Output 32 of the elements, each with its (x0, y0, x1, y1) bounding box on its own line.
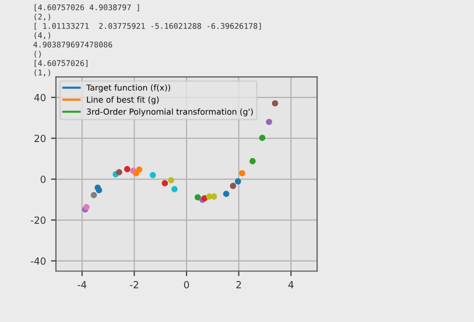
point (223, 190, 230, 197)
legend-label: Target function (f(x)) (86, 84, 170, 92)
point (124, 166, 130, 172)
x-tick-label: 4 (288, 281, 294, 288)
point (194, 194, 201, 200)
point (116, 169, 122, 176)
point (136, 166, 142, 173)
point (234, 178, 242, 185)
point (210, 193, 218, 200)
y-tick-label: -40 (30, 257, 46, 265)
point (249, 158, 256, 164)
y-tick-label: 0 (40, 176, 46, 183)
point (272, 100, 278, 106)
point (239, 170, 246, 176)
point (90, 192, 97, 198)
x-tick-label: -4 (78, 281, 86, 288)
point (162, 180, 168, 186)
point (96, 187, 102, 194)
point (230, 182, 236, 189)
point (168, 177, 174, 184)
point (150, 172, 156, 178)
y-tick-label: 40 (34, 94, 46, 102)
y-tick-label: 20 (34, 134, 46, 142)
point (266, 118, 272, 126)
legend-label: Line of best fit (g) (87, 96, 159, 104)
x-tick-label: -2 (130, 281, 138, 288)
x-tick-label: 0 (184, 281, 189, 288)
legend-label: 3rd-Order Polynomial transformation (g') (86, 108, 253, 116)
point (171, 186, 178, 192)
y-tick-label: -20 (30, 216, 46, 224)
point (259, 134, 266, 141)
x-tick-label: 2 (236, 281, 241, 288)
